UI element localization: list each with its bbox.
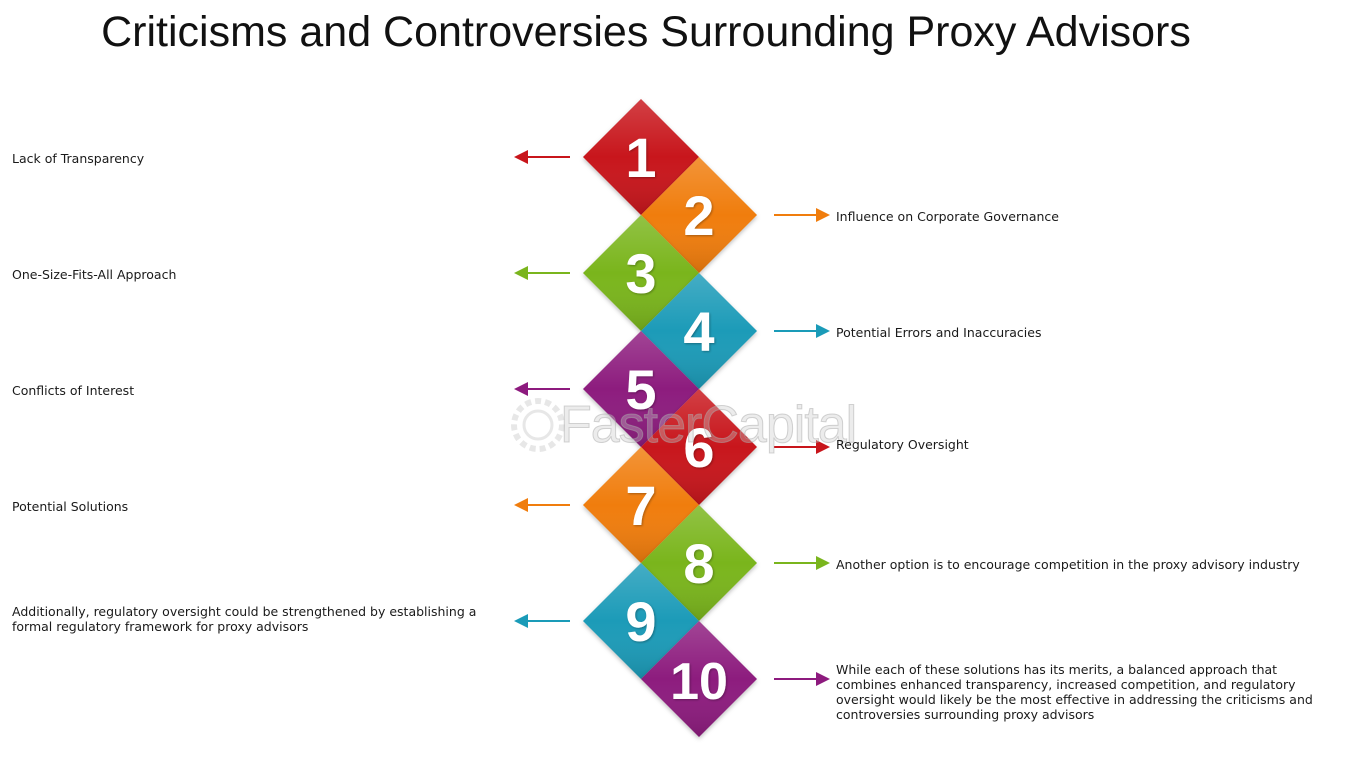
step-10-label: While each of these solutions has its me… <box>836 662 1313 722</box>
step-3-label: One-Size-Fits-All Approach <box>12 267 177 282</box>
step-3-arrow-icon <box>514 266 570 280</box>
step-5-number: 5 <box>625 358 656 421</box>
step-1-arrow-icon <box>514 150 570 164</box>
watermark-gear-icon <box>511 398 565 452</box>
step-6-number: 6 <box>683 416 714 479</box>
step-5-label: Conflicts of Interest <box>12 383 135 398</box>
step-2-number: 2 <box>683 184 714 247</box>
step-5-arrow-icon <box>514 382 570 396</box>
step-9-label: Additionally, regulatory oversight could… <box>12 604 477 634</box>
step-4-number: 4 <box>683 300 714 363</box>
step-6-arrow-icon <box>774 440 830 454</box>
step-4-label: Potential Errors and Inaccuracies <box>836 325 1042 340</box>
step-8-arrow-icon <box>774 556 830 570</box>
step-2-label: Influence on Corporate Governance <box>836 209 1059 224</box>
step-7-number: 7 <box>625 474 656 537</box>
step-8-label: Another option is to encourage competiti… <box>836 557 1300 572</box>
step-10-number: 10 <box>670 653 728 711</box>
step-9-arrow-icon <box>514 614 570 628</box>
step-1-number: 1 <box>625 126 656 189</box>
step-8-number: 8 <box>683 532 714 595</box>
step-10-diamond: 10 <box>641 621 757 737</box>
page-title: Criticisms and Controversies Surrounding… <box>101 8 1191 56</box>
step-6-label: Regulatory Oversight <box>836 437 969 452</box>
step-7-label: Potential Solutions <box>12 499 129 514</box>
step-2-arrow-icon <box>774 208 830 222</box>
step-9-number: 9 <box>625 590 656 653</box>
step-4-arrow-icon <box>774 324 830 338</box>
step-10-diamond-shine <box>641 621 757 737</box>
step-1-label: Lack of Transparency <box>12 151 145 166</box>
step-10-arrow-icon <box>774 672 830 686</box>
step-3-number: 3 <box>625 242 656 305</box>
step-7-arrow-icon <box>514 498 570 512</box>
